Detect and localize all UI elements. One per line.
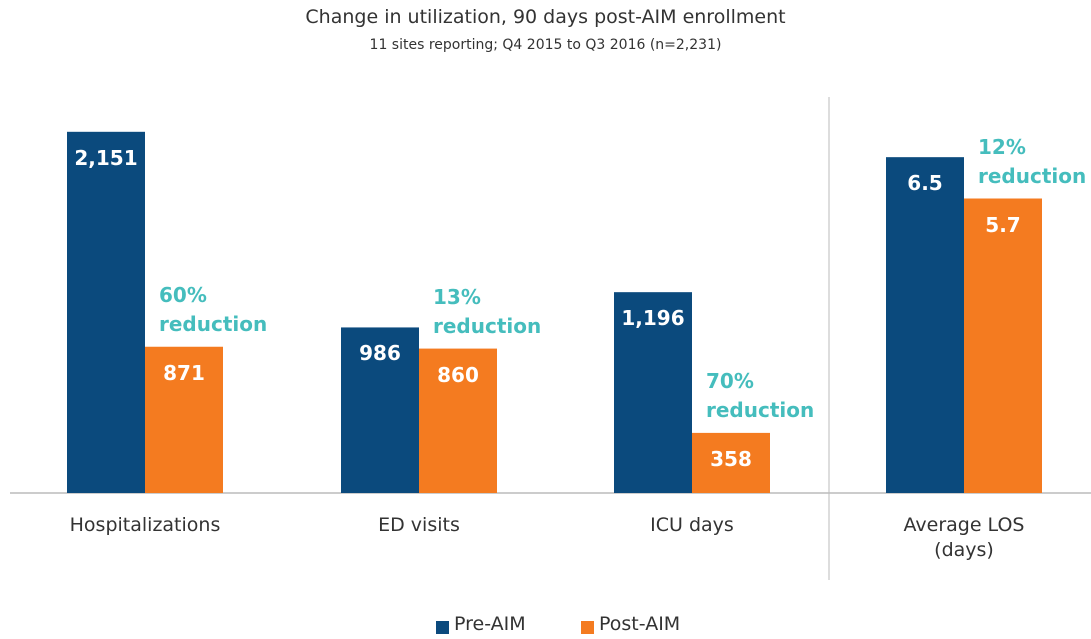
value-label: 986 [359, 341, 401, 366]
bar [145, 346, 223, 493]
chart-title: Change in utilization, 90 days post-AIM … [305, 6, 786, 28]
value-label: 6.5 [907, 171, 943, 196]
x-tick-label: Hospitalizations [69, 514, 221, 536]
value-label: 5.7 [985, 212, 1021, 237]
annotation: 60% reduction [159, 282, 268, 336]
bar [67, 131, 145, 493]
value-label: 860 [437, 362, 479, 387]
chart-subtitle: 11 sites reporting; Q4 2015 to Q3 2016 (… [369, 37, 722, 53]
bar [964, 198, 1042, 493]
legend-swatch [436, 621, 449, 634]
annotation: 12% reduction [978, 134, 1087, 188]
legend-label: Post-AIM [599, 613, 681, 635]
bar [692, 432, 770, 493]
x-tick-label: ICU days [650, 514, 734, 536]
value-label: 871 [163, 360, 205, 385]
annotation: 13% reduction [433, 284, 542, 338]
legend-label: Pre-AIM [454, 613, 526, 635]
bar [886, 157, 964, 493]
x-tick-label: Average LOS (days) [903, 514, 1025, 561]
value-label: 2,151 [74, 145, 138, 170]
bar [341, 327, 419, 493]
legend-swatch [581, 621, 594, 634]
bar [614, 292, 692, 493]
bar [419, 348, 497, 493]
x-tick-label: ED visits [378, 514, 460, 536]
value-label: 358 [710, 446, 752, 471]
value-label: 1,196 [621, 306, 685, 331]
annotation: 70% reduction [706, 368, 815, 422]
